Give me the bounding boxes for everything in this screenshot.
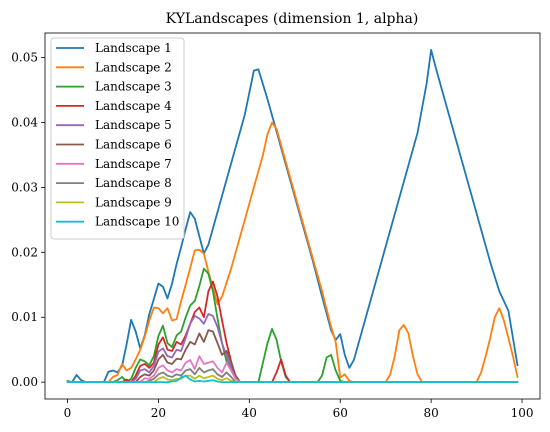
x-tick-label: 40 [242, 406, 257, 420]
legend-label-3: Landscape 3 [95, 80, 172, 94]
y-tick-label: 0.03 [11, 180, 38, 194]
series-line-1 [66, 48, 519, 384]
y-tick-label: 0.01 [11, 310, 38, 324]
y-tick-label: 0.04 [11, 116, 38, 130]
legend-label-2: Landscape 2 [95, 60, 172, 74]
legend-label-6: Landscape 6 [95, 138, 172, 152]
legend-label-7: Landscape 7 [95, 157, 172, 171]
series-line-10 [66, 374, 519, 384]
x-tick-label: 60 [333, 406, 348, 420]
y-tick-label: 0.02 [11, 245, 38, 259]
legend-label-5: Landscape 5 [95, 118, 172, 132]
chart-title: KYLandscapes (dimension 1, alpha) [166, 11, 419, 27]
x-tick-label: 100 [511, 406, 534, 420]
legend-label-10: Landscape 10 [95, 215, 179, 229]
series-line-9 [66, 374, 519, 384]
series-line-8 [66, 366, 519, 384]
series-line-5 [66, 313, 519, 384]
axes: 0 20 40 60 80 100 0.00 0.01 0.02 0.03 0.04 0.05 [11, 32, 541, 420]
x-tick-label: 20 [151, 406, 166, 420]
series-line-3 [66, 267, 519, 384]
series-line-2 [66, 121, 519, 384]
axes-frame [44, 32, 541, 400]
plot-area [66, 48, 519, 384]
series-line-7 [66, 355, 519, 384]
y-tick-label: 0.00 [11, 375, 38, 389]
legend-label-4: Landscape 4 [95, 99, 172, 113]
legend-label-8: Landscape 8 [95, 176, 172, 190]
legend: Landscape 1 Landscape 2 Landscape 3 Landsca… [50, 37, 185, 240]
legend-label-9: Landscape 9 [95, 195, 172, 209]
y-tick-label: 0.05 [11, 51, 38, 65]
x-tick-label: 0 [64, 406, 72, 420]
legend-label-1: Landscape 1 [95, 41, 172, 55]
series-line-6 [66, 329, 519, 384]
x-tick-label: 80 [423, 406, 438, 420]
legend-box [50, 37, 185, 240]
